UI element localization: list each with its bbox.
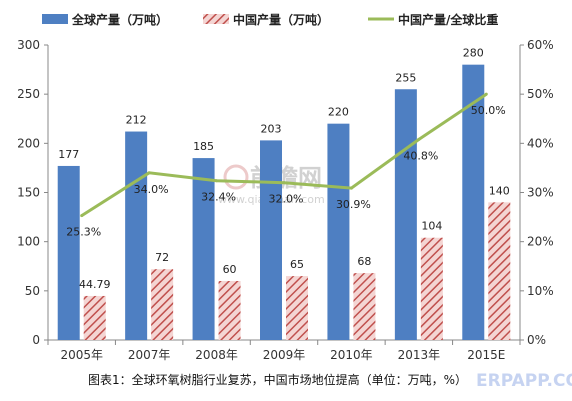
- data-label-ratio: 34.0%: [134, 183, 169, 196]
- bar-global: [327, 123, 350, 341]
- legend-swatch-china: [203, 14, 229, 24]
- watermark-logo-icon: [223, 164, 249, 190]
- x-tick-label: 2005年: [60, 348, 103, 362]
- x-tick-label: 2007年: [128, 348, 171, 362]
- x-tick-label: 2010年: [330, 348, 373, 362]
- ratio-point: [484, 92, 488, 96]
- bar-china: [83, 295, 106, 340]
- data-label-global: 255: [395, 71, 416, 84]
- data-label-ratio: 32.4%: [201, 191, 236, 204]
- data-label-global: 185: [193, 140, 214, 153]
- right-tick-label: 30%: [527, 186, 554, 200]
- ratio-point: [282, 181, 286, 185]
- left-axis-ticks: 0 50 100 150 200 250 300: [17, 38, 48, 347]
- data-label-global: 212: [126, 114, 147, 127]
- legend-swatch-global: [42, 14, 68, 24]
- x-tick-label: 2015E: [467, 348, 505, 362]
- bar-global: [394, 89, 417, 340]
- data-label-ratio: 30.9%: [336, 198, 371, 211]
- data-label-global: 280: [463, 47, 484, 60]
- right-axis-ticks: 0% 10% 20% 30% 40% 50% 60%: [520, 38, 554, 347]
- data-label-china: 65: [290, 258, 304, 271]
- bar-global: [192, 158, 215, 340]
- left-tick-label: 300: [17, 38, 40, 52]
- bar-global: [57, 165, 80, 340]
- data-label-ratio: 40.8%: [403, 149, 438, 162]
- bar-china: [151, 269, 174, 340]
- x-tick-label: 2009年: [263, 348, 306, 362]
- data-label-global: 177: [58, 148, 79, 161]
- data-label-china: 68: [357, 255, 371, 268]
- left-tick-label: 100: [17, 235, 40, 249]
- left-tick-label: 0: [32, 333, 40, 347]
- bar-china: [420, 237, 443, 340]
- data-label-china: 72: [155, 251, 169, 264]
- ratio-point: [215, 179, 219, 183]
- watermark-corner: ERPAPP.COM: [476, 371, 572, 391]
- legend: 全球产量（万吨） 中国产量（万吨） 中国产量/全球比重: [42, 12, 498, 27]
- bar-china: [286, 276, 308, 340]
- data-label-ratio: 32.0%: [269, 193, 304, 206]
- legend-label-china: 中国产量（万吨）: [233, 12, 329, 27]
- bar-global: [125, 131, 148, 340]
- bar-china: [218, 281, 241, 340]
- data-label-china: 140: [489, 184, 510, 197]
- left-tick-label: 150: [17, 186, 40, 200]
- x-axis-ticks: 2005年 2007年 2008年 2009年 2010年 2013年 2015E: [47, 340, 521, 362]
- x-tick-label: 2008年: [195, 348, 238, 362]
- left-tick-label: 250: [17, 87, 40, 101]
- legend-label-global: 全球产量（万吨）: [71, 12, 168, 27]
- bar-global: [462, 64, 485, 341]
- bar-global: [260, 140, 282, 340]
- ratio-point: [349, 186, 353, 190]
- series-china-bars: [83, 202, 511, 340]
- bar-china: [353, 273, 376, 340]
- right-tick-label: 60%: [527, 38, 554, 52]
- legend-label-ratio: 中国产量/全球比重: [398, 12, 498, 27]
- data-label-global: 220: [328, 106, 349, 119]
- bar-china: [488, 202, 511, 340]
- right-tick-label: 0%: [527, 333, 546, 347]
- data-label-china: 44.79: [79, 278, 111, 291]
- left-tick-label: 200: [17, 136, 40, 150]
- right-tick-label: 20%: [527, 235, 554, 249]
- chart-caption: 图表1：全球环氧树脂行业复苏，中国市场地位提高（单位：万吨，%）: [88, 372, 467, 387]
- data-label-ratio: 25.3%: [66, 226, 101, 239]
- series-ratio-line: [80, 92, 488, 218]
- data-label-global: 203: [261, 122, 282, 135]
- ratio-point: [80, 214, 84, 218]
- right-tick-label: 50%: [527, 87, 554, 101]
- data-label-china: 60: [223, 263, 237, 276]
- right-tick-label: 40%: [527, 136, 554, 150]
- ratio-point: [417, 137, 421, 141]
- data-label-ratio: 50.0%: [471, 104, 506, 117]
- x-tick-label: 2013年: [398, 348, 441, 362]
- ratio-point: [147, 171, 151, 175]
- data-label-china: 104: [421, 220, 442, 233]
- data-labels: 177 212 185 203 220 255 280 44.79 72 60 65 68 104 140…: [58, 47, 510, 291]
- right-tick-label: 10%: [527, 284, 554, 298]
- left-tick-label: 50: [25, 284, 40, 298]
